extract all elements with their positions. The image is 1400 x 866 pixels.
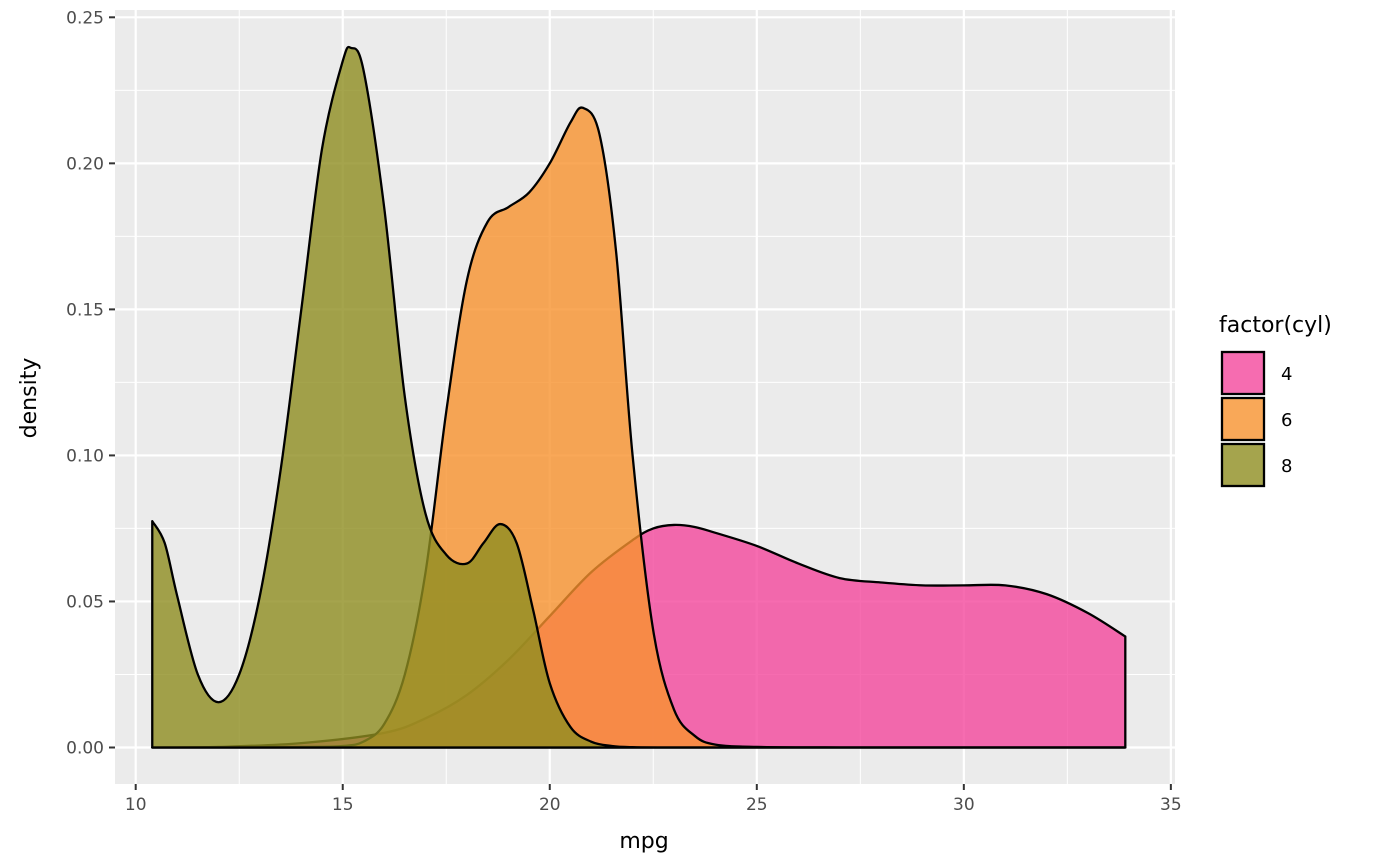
x-tick-label: 30 <box>953 795 975 815</box>
legend-label-4: 4 <box>1281 364 1292 385</box>
legend: factor(cyl) 4 6 8 <box>1219 313 1332 488</box>
legend-label-6: 6 <box>1281 410 1292 431</box>
x-tick-label: 10 <box>125 795 147 815</box>
x-tick-label: 15 <box>332 795 354 815</box>
legend-key-6 <box>1220 396 1266 442</box>
y-tick-label: 0.20 <box>66 154 104 174</box>
y-tick-label: 0.25 <box>66 8 104 28</box>
x-tick-label: 20 <box>539 795 561 815</box>
density-outline-8 <box>151 45 1127 749</box>
density-area-6 <box>152 107 1126 748</box>
density-areas <box>151 45 1127 749</box>
y-tick-label: 0.10 <box>66 446 104 466</box>
y-axis-title: density <box>17 358 42 439</box>
y-axis: 0.00 0.05 0.10 0.15 0.20 0.25 <box>66 8 115 758</box>
legend-key-8 <box>1220 442 1266 488</box>
x-tick-label: 25 <box>746 795 768 815</box>
x-axis-title: mpg <box>619 829 668 854</box>
x-axis: 10 15 20 25 30 35 <box>125 784 1182 815</box>
legend-label-8: 8 <box>1281 456 1292 477</box>
y-tick-label: 0.00 <box>66 738 104 758</box>
y-tick-label: 0.05 <box>66 592 104 612</box>
density-area-8 <box>152 46 1126 748</box>
legend-title: factor(cyl) <box>1219 313 1332 338</box>
x-tick-label: 35 <box>1160 795 1182 815</box>
y-tick-label: 0.15 <box>66 300 104 320</box>
legend-key-4 <box>1220 350 1266 396</box>
